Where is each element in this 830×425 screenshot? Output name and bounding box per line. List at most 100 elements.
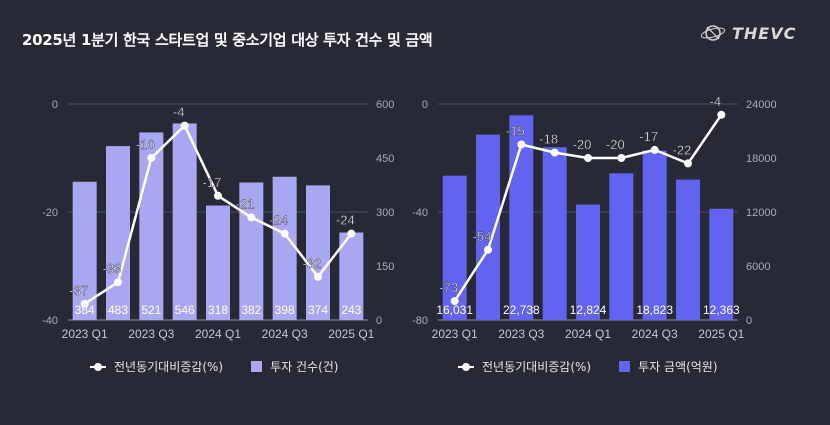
legend-item-bar: 투자 금액(억원) bbox=[619, 358, 718, 375]
line-value-label: -17 bbox=[203, 175, 222, 190]
right-axis-tick: 12000 bbox=[746, 207, 777, 219]
line-value-label: -32 bbox=[303, 256, 322, 271]
bar-value-label: 12,363 bbox=[703, 303, 740, 317]
line-point bbox=[684, 159, 692, 168]
legend-label: 전년동기대비증감(%) bbox=[482, 360, 592, 374]
bar-value-label: 521 bbox=[141, 303, 161, 317]
bar bbox=[709, 208, 734, 320]
line-point bbox=[484, 245, 492, 254]
right-axis-tick: 0 bbox=[746, 315, 752, 327]
line-point bbox=[280, 229, 289, 238]
bar bbox=[339, 232, 364, 320]
bar-value-label: 382 bbox=[241, 303, 261, 317]
line-point bbox=[717, 110, 726, 119]
bar-swatch-icon bbox=[251, 361, 263, 372]
bar bbox=[542, 147, 567, 320]
x-axis-tick: 2025 Q1 bbox=[698, 327, 744, 341]
bar-value-label: 374 bbox=[308, 303, 328, 317]
line-point bbox=[550, 148, 559, 157]
line-value-label: -24 bbox=[269, 213, 288, 228]
line-point bbox=[347, 229, 356, 238]
bar bbox=[72, 181, 97, 320]
line-point bbox=[180, 121, 189, 130]
bar bbox=[172, 123, 197, 320]
left-axis-tick: 0 bbox=[52, 99, 58, 111]
left-axis-tick: 0 bbox=[422, 99, 428, 111]
bar bbox=[442, 175, 467, 320]
right-axis-tick: 24000 bbox=[746, 99, 777, 111]
line-point bbox=[314, 272, 322, 281]
left-axis-tick: -40 bbox=[42, 315, 58, 327]
bar bbox=[306, 185, 330, 320]
line-value-label: -33 bbox=[103, 261, 122, 276]
line-value-label: -20 bbox=[573, 137, 592, 152]
legend-item-line: 전년동기대비증감(%) bbox=[90, 358, 223, 375]
bar-value-label: 243 bbox=[341, 303, 361, 317]
bar bbox=[106, 146, 130, 320]
left-axis-tick: -80 bbox=[412, 315, 428, 327]
line-value-label: -20 bbox=[606, 137, 625, 152]
x-axis-tick: 2023 Q3 bbox=[128, 327, 174, 341]
legend-count: 전년동기대비증감(%) 투자 건수(건) bbox=[90, 358, 338, 375]
left-axis-tick: -40 bbox=[412, 207, 428, 219]
page-title: 2025년 1분기 한국 스타트업 및 중소기업 대상 투자 건수 및 금액 bbox=[22, 31, 433, 49]
right-axis-tick: 0 bbox=[376, 315, 382, 327]
line-value-label: -24 bbox=[336, 213, 355, 228]
line-value-label: -21 bbox=[236, 196, 255, 211]
right-axis-tick: 6000 bbox=[746, 261, 770, 273]
bar bbox=[676, 179, 700, 320]
x-axis-tick: 2023 Q1 bbox=[62, 327, 108, 341]
legend-item-bar: 투자 건수(건) bbox=[251, 358, 338, 375]
right-axis-tick: 150 bbox=[376, 261, 394, 273]
line-point bbox=[584, 154, 592, 162]
line-point bbox=[617, 154, 626, 162]
line-point bbox=[650, 145, 659, 154]
bar-value-label: 398 bbox=[275, 303, 295, 317]
right-axis-tick: 18000 bbox=[746, 153, 777, 165]
legend-label: 투자 건수(건) bbox=[270, 360, 339, 374]
line-marker-icon bbox=[458, 362, 474, 371]
line-value-label: -15 bbox=[506, 124, 525, 139]
logo: THEVC bbox=[700, 22, 796, 44]
x-axis-tick: 2025 Q1 bbox=[328, 327, 374, 341]
line-point bbox=[450, 297, 459, 306]
bar-value-label: 22,738 bbox=[503, 303, 540, 317]
line-point bbox=[517, 140, 526, 149]
line-point bbox=[247, 213, 256, 222]
bar bbox=[509, 115, 534, 320]
bar-value-label: 546 bbox=[175, 303, 195, 317]
line-value-label: -22 bbox=[673, 142, 692, 157]
legend-item-line: 전년동기대비증감(%) bbox=[458, 358, 591, 375]
bar-value-label: 318 bbox=[208, 303, 228, 317]
bar bbox=[139, 132, 164, 320]
right-axis-tick: 600 bbox=[376, 99, 394, 111]
bar bbox=[206, 205, 230, 320]
line-point bbox=[214, 191, 222, 200]
right-axis-tick: 450 bbox=[376, 153, 394, 165]
line-value-label: -17 bbox=[639, 129, 658, 144]
bar-swatch-icon bbox=[619, 361, 631, 372]
legend-label: 투자 금액(억원) bbox=[638, 360, 718, 374]
orbit-logo-icon bbox=[700, 25, 726, 41]
x-axis-tick: 2024 Q1 bbox=[565, 327, 611, 341]
bar-value-label: 16,031 bbox=[436, 303, 473, 317]
legend-label: 전년동기대비증감(%) bbox=[114, 360, 224, 374]
x-axis-tick: 2024 Q3 bbox=[262, 327, 308, 341]
x-axis-tick: 2024 Q3 bbox=[632, 327, 678, 341]
bar bbox=[239, 182, 264, 320]
logo-text: THEVC bbox=[732, 23, 797, 43]
bar-value-label: 384 bbox=[75, 303, 95, 317]
bar bbox=[272, 176, 297, 320]
bar bbox=[609, 173, 634, 320]
line-value-label: -4 bbox=[710, 94, 722, 109]
line-point bbox=[80, 299, 89, 308]
line-marker-icon bbox=[90, 362, 106, 371]
left-axis-tick: -20 bbox=[42, 207, 58, 219]
bar-value-label: 12,824 bbox=[570, 303, 607, 317]
line-value-label: -10 bbox=[136, 137, 155, 152]
bar bbox=[642, 150, 667, 320]
x-axis-tick: 2023 Q1 bbox=[432, 327, 478, 341]
x-axis-tick: 2024 Q1 bbox=[195, 327, 241, 341]
x-axis-tick: 2023 Q3 bbox=[498, 327, 544, 341]
